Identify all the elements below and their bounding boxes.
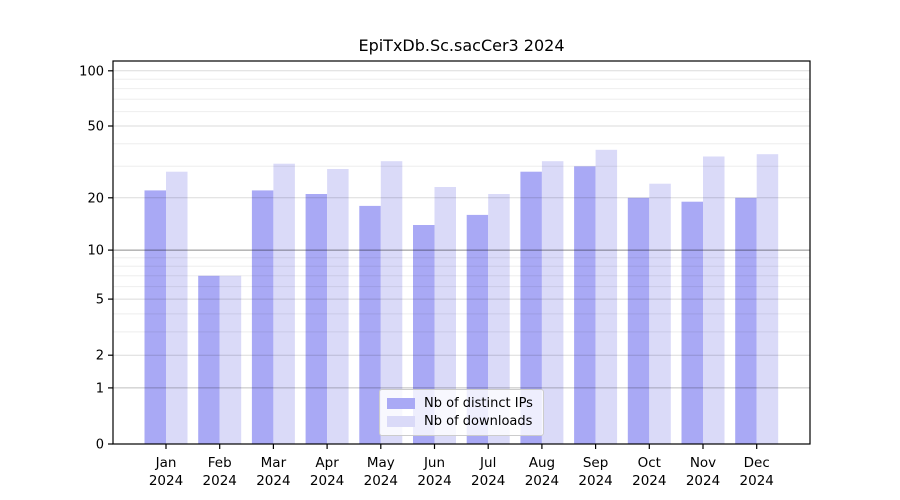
x-tick-label: Oct	[638, 455, 661, 471]
bar-oct-ips	[627, 197, 650, 444]
x-tick-label-year: 2024	[417, 473, 451, 489]
x-tick-label: Sep	[583, 455, 608, 471]
bar-sep-downloads	[595, 149, 618, 445]
x-tick-label: Jul	[479, 455, 496, 471]
x-tick-label: Nov	[690, 455, 716, 471]
y-tick-label: 10	[87, 244, 104, 259]
bar-mar-ips	[251, 190, 274, 444]
bar-sep-ips	[574, 166, 596, 445]
bar-apr-downloads	[327, 169, 349, 444]
legend-label-downloads: Nb of downloads	[424, 414, 533, 429]
y-tick-label: 50	[87, 120, 104, 135]
y-tick-label: 2	[96, 349, 104, 364]
x-tick-label-year: 2024	[525, 473, 559, 489]
x-tick-label-year: 2024	[686, 473, 720, 489]
x-tick-label-year: 2024	[578, 473, 612, 489]
x-tick-label: May	[367, 455, 395, 471]
x-tick-label: Feb	[208, 455, 232, 471]
bar-jul-ips	[466, 214, 489, 444]
bar-mar-downloads	[273, 163, 295, 444]
bar-jan-ips	[144, 190, 166, 444]
bar-feb-downloads	[219, 275, 242, 444]
bar-jun-downloads	[434, 187, 456, 444]
bar-oct-downloads	[649, 183, 671, 444]
y-tick-label: 1	[96, 381, 104, 396]
x-tick-label: Dec	[744, 455, 770, 471]
bar-jul-downloads	[488, 194, 510, 444]
legend-item-downloads: Nb of downloads	[387, 415, 543, 428]
y-tick-label: 100	[79, 64, 104, 79]
x-tick-label-year: 2024	[632, 473, 666, 489]
bar-apr-ips	[305, 194, 328, 444]
x-tick-label-year: 2024	[203, 473, 237, 489]
legend-swatch-distinct-ips	[387, 398, 415, 409]
x-tick-label-year: 2024	[740, 473, 774, 489]
y-tick-label: 0	[96, 438, 104, 453]
bar-feb-ips	[198, 275, 220, 444]
bar-nov-downloads	[703, 156, 725, 444]
x-tick-label: Jan	[155, 455, 177, 471]
legend: Nb of distinct IPs Nb of downloads	[379, 389, 544, 436]
x-tick-label-year: 2024	[471, 473, 505, 489]
x-tick-label-year: 2024	[256, 473, 290, 489]
legend-swatch-downloads	[387, 416, 415, 427]
x-tick-label: Aug	[529, 455, 555, 471]
x-tick-label: Apr	[315, 455, 339, 471]
bar-dec-downloads	[756, 154, 779, 444]
x-tick-label: Mar	[261, 455, 287, 471]
bar-may-downloads	[380, 161, 403, 444]
bar-jan-downloads	[166, 171, 188, 444]
bar-dec-ips	[735, 197, 757, 444]
legend-item-distinct-ips: Nb of distinct IPs	[387, 397, 543, 410]
bar-may-ips	[359, 205, 381, 444]
y-tick-label: 20	[87, 191, 104, 206]
bar-aug-ips	[520, 171, 542, 444]
legend-label-distinct-ips: Nb of distinct IPs	[424, 396, 533, 411]
x-tick-label-year: 2024	[364, 473, 398, 489]
bar-aug-downloads	[541, 161, 564, 444]
chart-title: EpiTxDb.Sc.sacCer3 2024	[358, 36, 565, 55]
bar-nov-ips	[681, 201, 703, 444]
x-tick-label-year: 2024	[310, 473, 344, 489]
x-tick-label: Jun	[423, 455, 445, 471]
y-tick-label: 5	[96, 293, 104, 308]
x-tick-label-year: 2024	[149, 473, 183, 489]
plot-border	[112, 60, 811, 445]
